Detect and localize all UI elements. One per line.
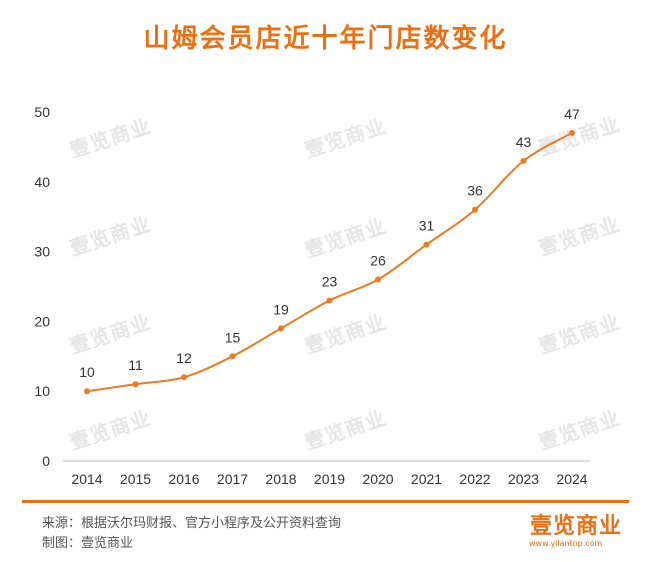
- data-point: [84, 388, 90, 395]
- y-tick-label: 0: [42, 453, 50, 469]
- data-point: [278, 325, 284, 332]
- x-tick-label: 2022: [459, 471, 490, 487]
- data-label: 43: [516, 134, 532, 150]
- data-labels: 10 11 12 15 19 23 26 31 36 43 47: [79, 106, 580, 380]
- data-point: [520, 157, 527, 164]
- footer-divider: [22, 500, 629, 503]
- maker-text: 制图：壹览商业: [42, 536, 134, 551]
- data-point: [423, 241, 430, 248]
- y-tick-label: 30: [34, 244, 50, 260]
- data-label: 19: [273, 301, 289, 317]
- data-label: 47: [564, 106, 580, 122]
- x-tick-label: 2014: [71, 471, 102, 487]
- x-axis: 2014 2015 2016 2017 2018 2019 2020 2021 2022 2023…: [63, 460, 590, 487]
- footer-notes: 来源：根据沃尔玛财报、官方小程序及公开资料查询 制图：壹览商业: [42, 514, 341, 554]
- data-point: [132, 381, 139, 388]
- data-label: 10: [79, 364, 95, 380]
- x-tick-label: 2019: [314, 471, 345, 487]
- x-tick-label: 2016: [168, 471, 199, 487]
- data-label: 26: [370, 253, 386, 269]
- line-chart: 0 10 20 30 40 50 2014 2015 2016 2017 2018 2019 2020…: [34, 104, 590, 487]
- data-label: 23: [322, 273, 338, 289]
- x-tick-label: 2024: [556, 471, 587, 487]
- x-tick-label: 2017: [217, 471, 248, 487]
- y-tick-label: 40: [34, 174, 50, 190]
- data-label: 15: [225, 329, 241, 345]
- source-text: 来源：根据沃尔玛财报、官方小程序及公开资料查询: [42, 516, 342, 531]
- series-line: [86, 132, 573, 393]
- x-tick-label: 2021: [411, 471, 442, 487]
- data-label: 31: [419, 218, 435, 234]
- x-tick-label: 2020: [362, 471, 393, 487]
- y-axis: 0 10 20 30 40 50: [34, 104, 50, 469]
- brand-url: www.yilantop.com: [529, 539, 603, 548]
- data-points: [84, 129, 575, 395]
- data-label: 12: [176, 350, 192, 366]
- data-point: [326, 297, 333, 304]
- data-label: 36: [467, 183, 483, 199]
- data-point: [375, 276, 381, 283]
- x-tick-label: 2023: [508, 471, 539, 487]
- y-tick-label: 20: [34, 313, 50, 329]
- data-label: 11: [128, 357, 143, 373]
- brand-logo: 壹览商业: [530, 514, 623, 539]
- chart-title: 山姆会员店近十年门店数变化: [143, 24, 508, 54]
- data-point: [569, 129, 575, 136]
- data-point: [181, 374, 187, 381]
- x-tick-label: 2018: [265, 471, 296, 487]
- y-tick-label: 50: [34, 104, 50, 120]
- y-tick-label: 10: [34, 383, 50, 399]
- data-point: [472, 206, 478, 213]
- data-point: [229, 353, 236, 360]
- x-tick-label: 2015: [120, 471, 151, 487]
